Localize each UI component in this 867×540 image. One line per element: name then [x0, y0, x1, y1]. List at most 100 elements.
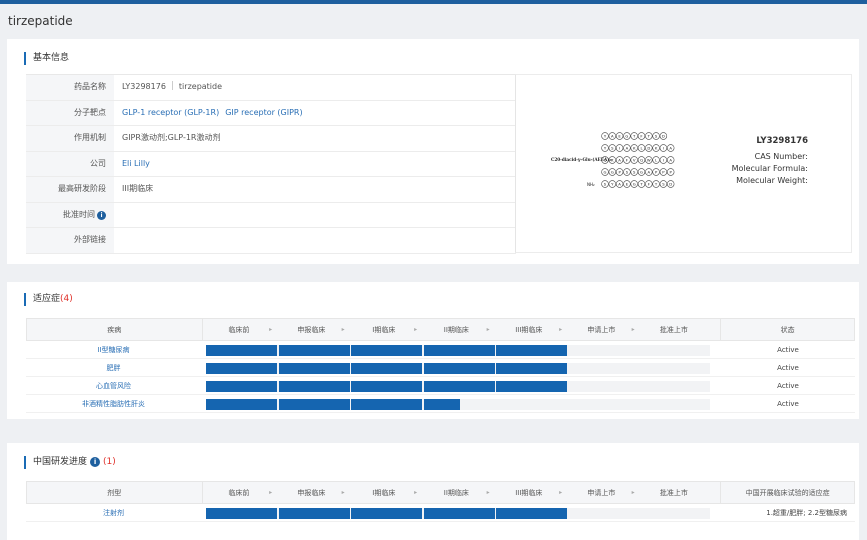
residue-circle [645, 156, 653, 164]
info-key-label: 分子靶点 [74, 107, 106, 117]
header-status: 状态 [720, 319, 854, 340]
chevron-right-icon: ▸ [269, 326, 273, 333]
residue-letter: L [640, 146, 643, 151]
residue-circle [601, 180, 609, 188]
structure-info: LY3298176 CAS Number: Molecular Formula:… [716, 135, 808, 187]
residue-circle [615, 144, 624, 152]
info-text: tirzepatide [178, 82, 223, 91]
progress-segment [423, 363, 495, 374]
residue-circle [652, 144, 660, 152]
residue-letter: D [662, 134, 665, 139]
residue-circle [623, 132, 631, 140]
residue-letter: G [640, 170, 643, 175]
progress-segment [423, 345, 495, 356]
row-name-link[interactable]: 注射剂 [103, 509, 124, 517]
structure-code: LY3298176 [756, 136, 808, 146]
residue-circle [601, 156, 609, 164]
progress-segment [278, 345, 350, 356]
residue-letter: K [633, 146, 636, 151]
info-key: 外部链接 [26, 228, 114, 253]
chevron-right-icon: ▸ [341, 326, 345, 333]
separator [171, 81, 173, 90]
info-value [114, 228, 516, 253]
residue-letter: Q [640, 158, 643, 163]
progress-bar [201, 377, 721, 394]
residue-circle [652, 168, 660, 176]
info-link[interactable]: Eli Lilly [122, 158, 150, 168]
info-value: GIPR激动剂;GLP-1R激动剂 [114, 126, 516, 151]
progress-segment [278, 381, 350, 392]
table-header: 剂型 临床前 ▸ 申报临床 ▸ I期临床 ▸ II期临床 ▸ III期临床 ▸ 申请上市 ▸ 批准上市 中国… [26, 481, 855, 504]
info-link[interactable]: GLP-1 receptor (GLP-1R) [122, 107, 220, 117]
row-name-link[interactable]: 非酒精性脂肪性肝炎 [82, 400, 145, 408]
residue-letter: Q [604, 158, 607, 163]
progress-segment [496, 363, 567, 374]
residue-circle [666, 144, 675, 152]
residue-letter: S [626, 170, 629, 175]
info-link[interactable]: GIP receptor (GIPR) [225, 107, 303, 117]
phase-header-cell: II期临床 ▸ [420, 482, 493, 503]
table-row: 心血管风险 Active [26, 377, 855, 395]
phase-label: II期临床 [443, 326, 469, 334]
residue-letter: F [648, 182, 650, 187]
residue-circle [623, 156, 631, 164]
phase-label: 临床前 [228, 326, 250, 334]
residue-letter: G [633, 182, 636, 187]
residue-letter: W [647, 158, 651, 163]
residue-letter: S [633, 170, 636, 175]
residue-circle [623, 168, 631, 176]
info-text: LY3298176 [122, 82, 166, 91]
residue-circle [630, 168, 638, 176]
phase-label: 申请上市 [587, 326, 616, 334]
residue-letter: T [639, 182, 643, 187]
progress-segment [351, 381, 422, 392]
residue-circle [637, 144, 646, 152]
phase-header: 临床前 ▸ 申报临床 ▸ I期临床 ▸ II期临床 ▸ III期临床 ▸ 申请上市 ▸ 批准上市 [201, 319, 721, 340]
china-progress-table: 剂型 临床前 ▸ 申报临床 ▸ I期临床 ▸ II期临床 ▸ III期临床 ▸ 申请上市 ▸ 批准上市 中国… [26, 481, 855, 522]
row-name-link[interactable]: II型糖尿病 [97, 346, 130, 354]
phase-header-cell: 临床前 ▸ [203, 482, 276, 503]
indications-title: 适应症 [33, 294, 61, 304]
header-status: 中国开展临床试验的适应症 [720, 482, 854, 503]
residue-circle [637, 132, 646, 140]
header-name: 剂型 [107, 489, 122, 497]
row-name-link[interactable]: 肥胖 [106, 364, 121, 372]
phase-header-cell: 申报临床 ▸ [275, 319, 348, 340]
row-status: 1.超重/肥胖; 2.2型糖尿病 [766, 509, 847, 517]
residue-letter: F [640, 134, 642, 139]
chevron-right-icon: ▸ [414, 326, 418, 333]
top-bar [0, 0, 867, 4]
molecular-formula: Molecular Formula: [731, 164, 808, 173]
residue-letter: D [647, 146, 650, 151]
residue-circle [666, 180, 675, 188]
progress-segment [496, 381, 567, 392]
residue-letter: A [611, 134, 614, 139]
info-icon[interactable]: i [97, 210, 106, 220]
section-title-basic: 基本信息 [24, 52, 69, 65]
residue-letter: F [626, 158, 628, 163]
info-key: 药品名称 [26, 75, 114, 100]
chevron-right-icon: ▸ [414, 489, 418, 496]
row-status: Active [777, 400, 799, 408]
row-name-link[interactable]: 心血管风险 [96, 382, 131, 390]
info-key-label: 批准时间 [63, 209, 95, 219]
progress-segment [423, 381, 495, 392]
info-value: LY3298176 tirzepatide [114, 75, 516, 100]
phase-header-cell: 申请上市 ▸ [565, 482, 638, 503]
info-icon[interactable]: i [90, 457, 101, 467]
phase-label: I期临床 [372, 326, 396, 334]
phase-header-cell: 批准上市 [638, 319, 711, 340]
residue-letter: L [655, 158, 658, 163]
phase-label: 申请上市 [587, 489, 616, 497]
info-key-label: 公司 [90, 158, 106, 168]
residue-circle [659, 132, 668, 140]
residue-letter: E [626, 182, 629, 187]
info-text: GIPR激动剂;GLP-1R激动剂 [122, 133, 221, 142]
residue-letter: S [662, 182, 665, 187]
residue-letter: Y [604, 146, 607, 151]
residue-circle [601, 132, 609, 140]
progress-segment [423, 508, 495, 519]
indications-table: 疾病 临床前 ▸ 申报临床 ▸ I期临床 ▸ II期临床 ▸ III期临床 ▸ 申请上市 ▸ 批准上市 状态… [26, 318, 855, 413]
residue-circle [645, 132, 653, 140]
